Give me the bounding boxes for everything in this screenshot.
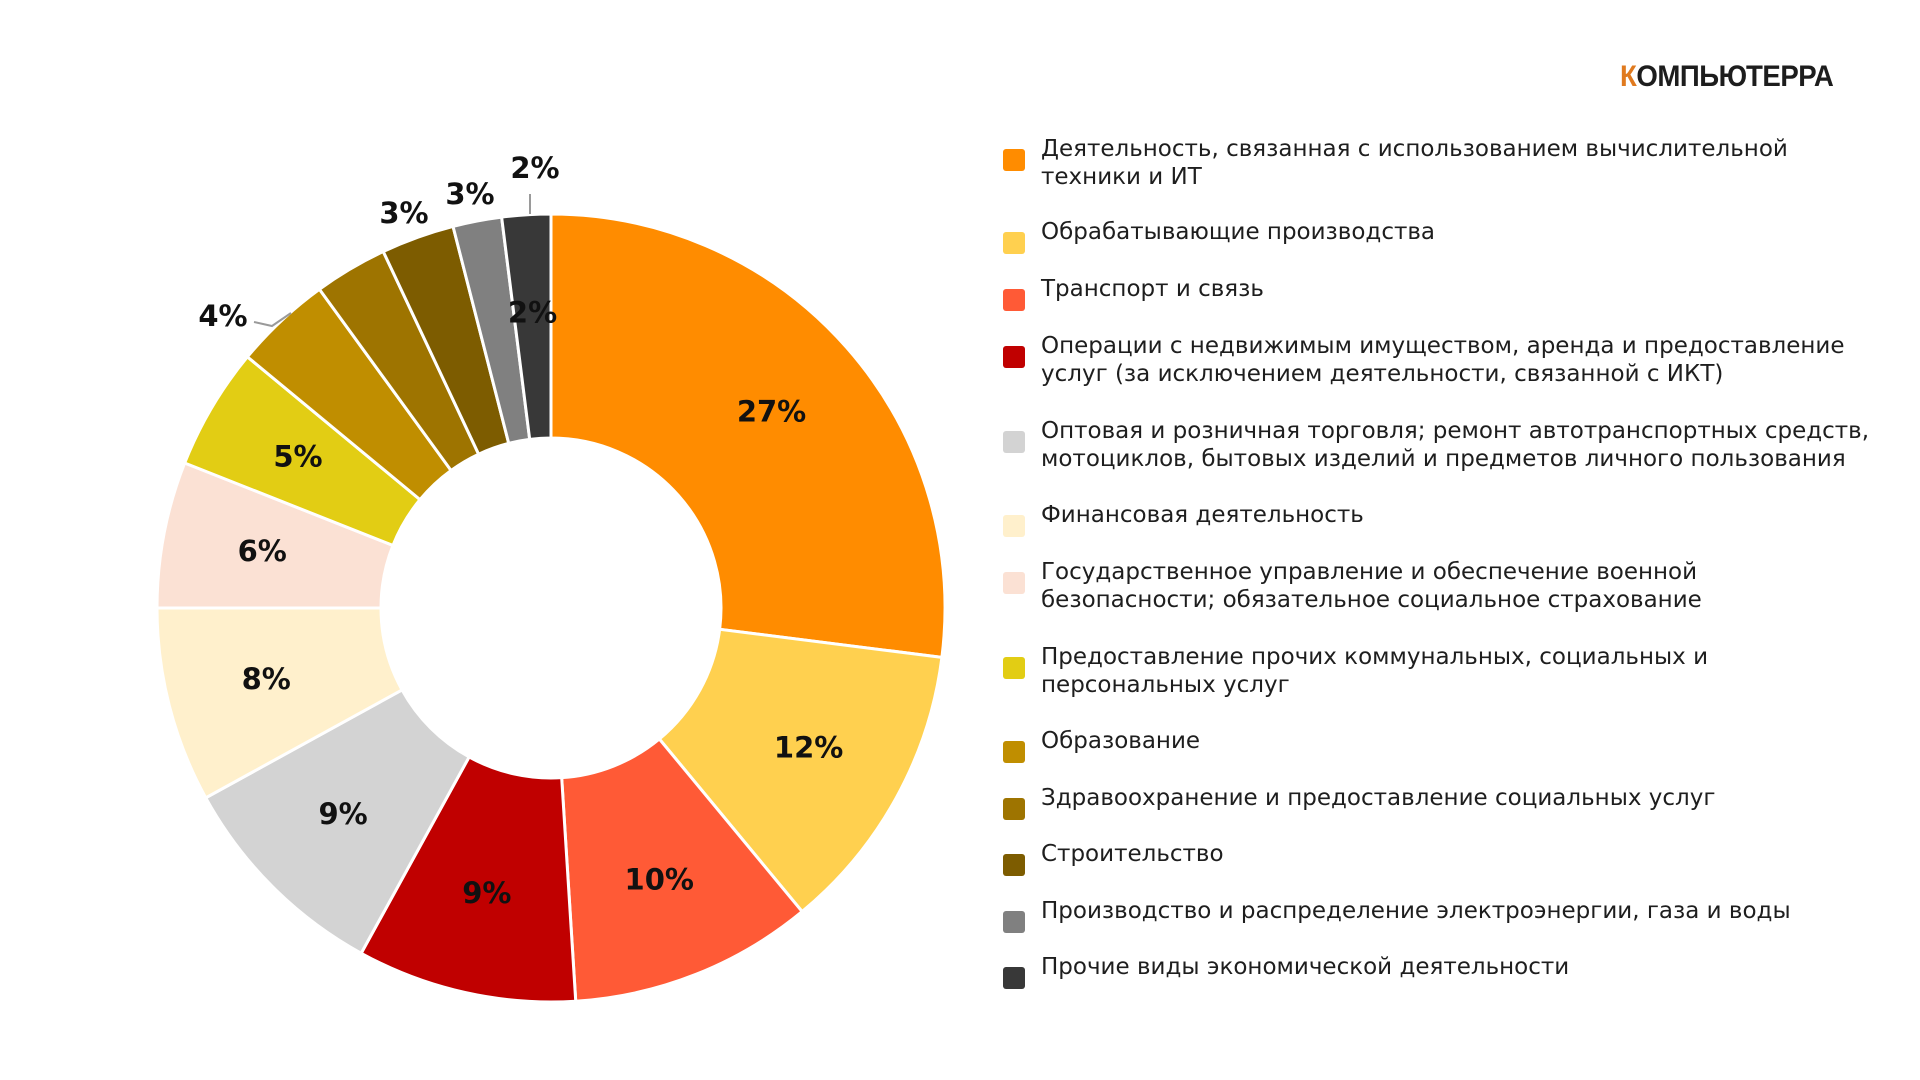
legend-item: Государственное управление и обеспечение… [1003, 558, 1881, 614]
legend-swatch [1003, 572, 1025, 594]
percent-label-9: 4% [198, 299, 247, 333]
legend-label: Деятельность, связанная с использованием… [1041, 136, 1788, 190]
donut-slice-1 [549, 212, 947, 660]
legend-swatch [1003, 741, 1025, 763]
percent-labels: 27% 12% 10% 9% 9% 8% 6% 5% 4% 3% 3% 2% 2% [198, 151, 843, 910]
percent-label-12: 2% [510, 151, 559, 185]
legend-label: Оптовая и розничная торговля; ремонт авт… [1041, 418, 1870, 472]
percent-label-11: 3% [445, 177, 494, 211]
legend-label: Обрабатывающие производства [1041, 219, 1436, 245]
donut-chart: 27% 12% 10% 9% 9% 8% 6% 5% 4% 3% 3% 2% 2% [155, 151, 947, 1004]
legend-swatch [1003, 232, 1025, 254]
legend-item: Здравоохранение и предоставление социаль… [1003, 784, 1881, 820]
legend-item: Строительство [1003, 840, 1881, 876]
legend-label: Прочие виды экономической деятельности [1041, 954, 1570, 980]
legend-item: Предоставление прочих коммунальных, соци… [1003, 643, 1881, 699]
legend-swatch [1003, 346, 1025, 368]
legend-label: Финансовая деятельность [1041, 502, 1364, 528]
percent-label-2: 12% [774, 731, 843, 765]
legend-item: Оптовая и розничная торговля; ремонт авт… [1003, 417, 1881, 473]
legend-label: Строительство [1041, 841, 1224, 867]
legend-item: Производство и распределение электроэнер… [1003, 897, 1881, 933]
donut-slices [155, 212, 947, 1004]
legend-item: Операции с недвижимым имуществом, аренда… [1003, 332, 1881, 388]
percent-label-3: 10% [625, 862, 694, 896]
percent-label-13: 2% [508, 296, 557, 330]
legend-label: Операции с недвижимым имуществом, аренда… [1041, 333, 1845, 387]
leader-line-9 [253, 312, 292, 328]
legend-swatch [1003, 967, 1025, 989]
donut-slice-5 [203, 687, 472, 956]
label-leader-lines [253, 194, 531, 328]
percent-label-4: 9% [462, 876, 511, 910]
legend-label: Производство и распределение электроэнер… [1041, 898, 1791, 924]
legend-swatch [1003, 798, 1025, 820]
donut-slice-4 [359, 754, 578, 1004]
legend-label: Образование [1041, 728, 1201, 754]
legend-swatch [1003, 657, 1025, 679]
percent-label-8: 5% [273, 439, 322, 473]
legend-swatch [1003, 431, 1025, 453]
donut-slice-3 [560, 736, 805, 1003]
legend-item: Финансовая деятельность [1003, 501, 1881, 537]
legend-swatch [1003, 289, 1025, 311]
percent-label-1: 27% [737, 395, 806, 429]
legend-swatch [1003, 515, 1025, 537]
legend-label: Государственное управление и обеспечение… [1041, 559, 1702, 613]
percent-label-10: 3% [379, 196, 428, 230]
legend-item: Прочие виды экономической деятельности [1003, 953, 1881, 989]
donut-slice-2 [657, 627, 944, 914]
legend-label: Предоставление прочих коммунальных, соци… [1041, 644, 1709, 698]
percent-label-5: 9% [318, 797, 367, 831]
legend-label: Транспорт и связь [1041, 276, 1264, 302]
percent-label-7: 6% [238, 534, 287, 568]
legend-swatch [1003, 149, 1025, 171]
legend-swatch [1003, 911, 1025, 933]
legend-label: Здравоохранение и предоставление социаль… [1041, 785, 1716, 811]
legend-item: Транспорт и связь [1003, 275, 1881, 311]
legend-item: Деятельность, связанная с использованием… [1003, 135, 1881, 191]
legend-item: Обрабатывающие производства [1003, 218, 1881, 254]
legend-swatch [1003, 854, 1025, 876]
legend-item: Образование [1003, 727, 1881, 763]
donut-slice-13 [499, 212, 553, 442]
kompyuterra-logo: КОМПЬЮТЕРРА [1620, 60, 1834, 93]
percent-label-6: 8% [242, 662, 291, 696]
